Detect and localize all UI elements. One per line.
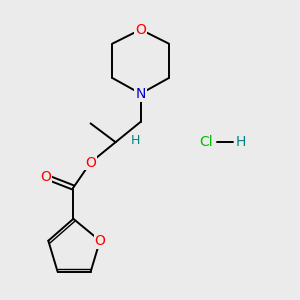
Text: O: O bbox=[94, 234, 105, 248]
Text: H: H bbox=[131, 134, 141, 147]
Text: O: O bbox=[40, 169, 51, 184]
Text: N: N bbox=[135, 87, 146, 101]
Text: Cl: Cl bbox=[200, 135, 213, 149]
Text: O: O bbox=[85, 155, 96, 170]
Text: O: O bbox=[135, 22, 146, 37]
Text: H: H bbox=[236, 135, 246, 149]
